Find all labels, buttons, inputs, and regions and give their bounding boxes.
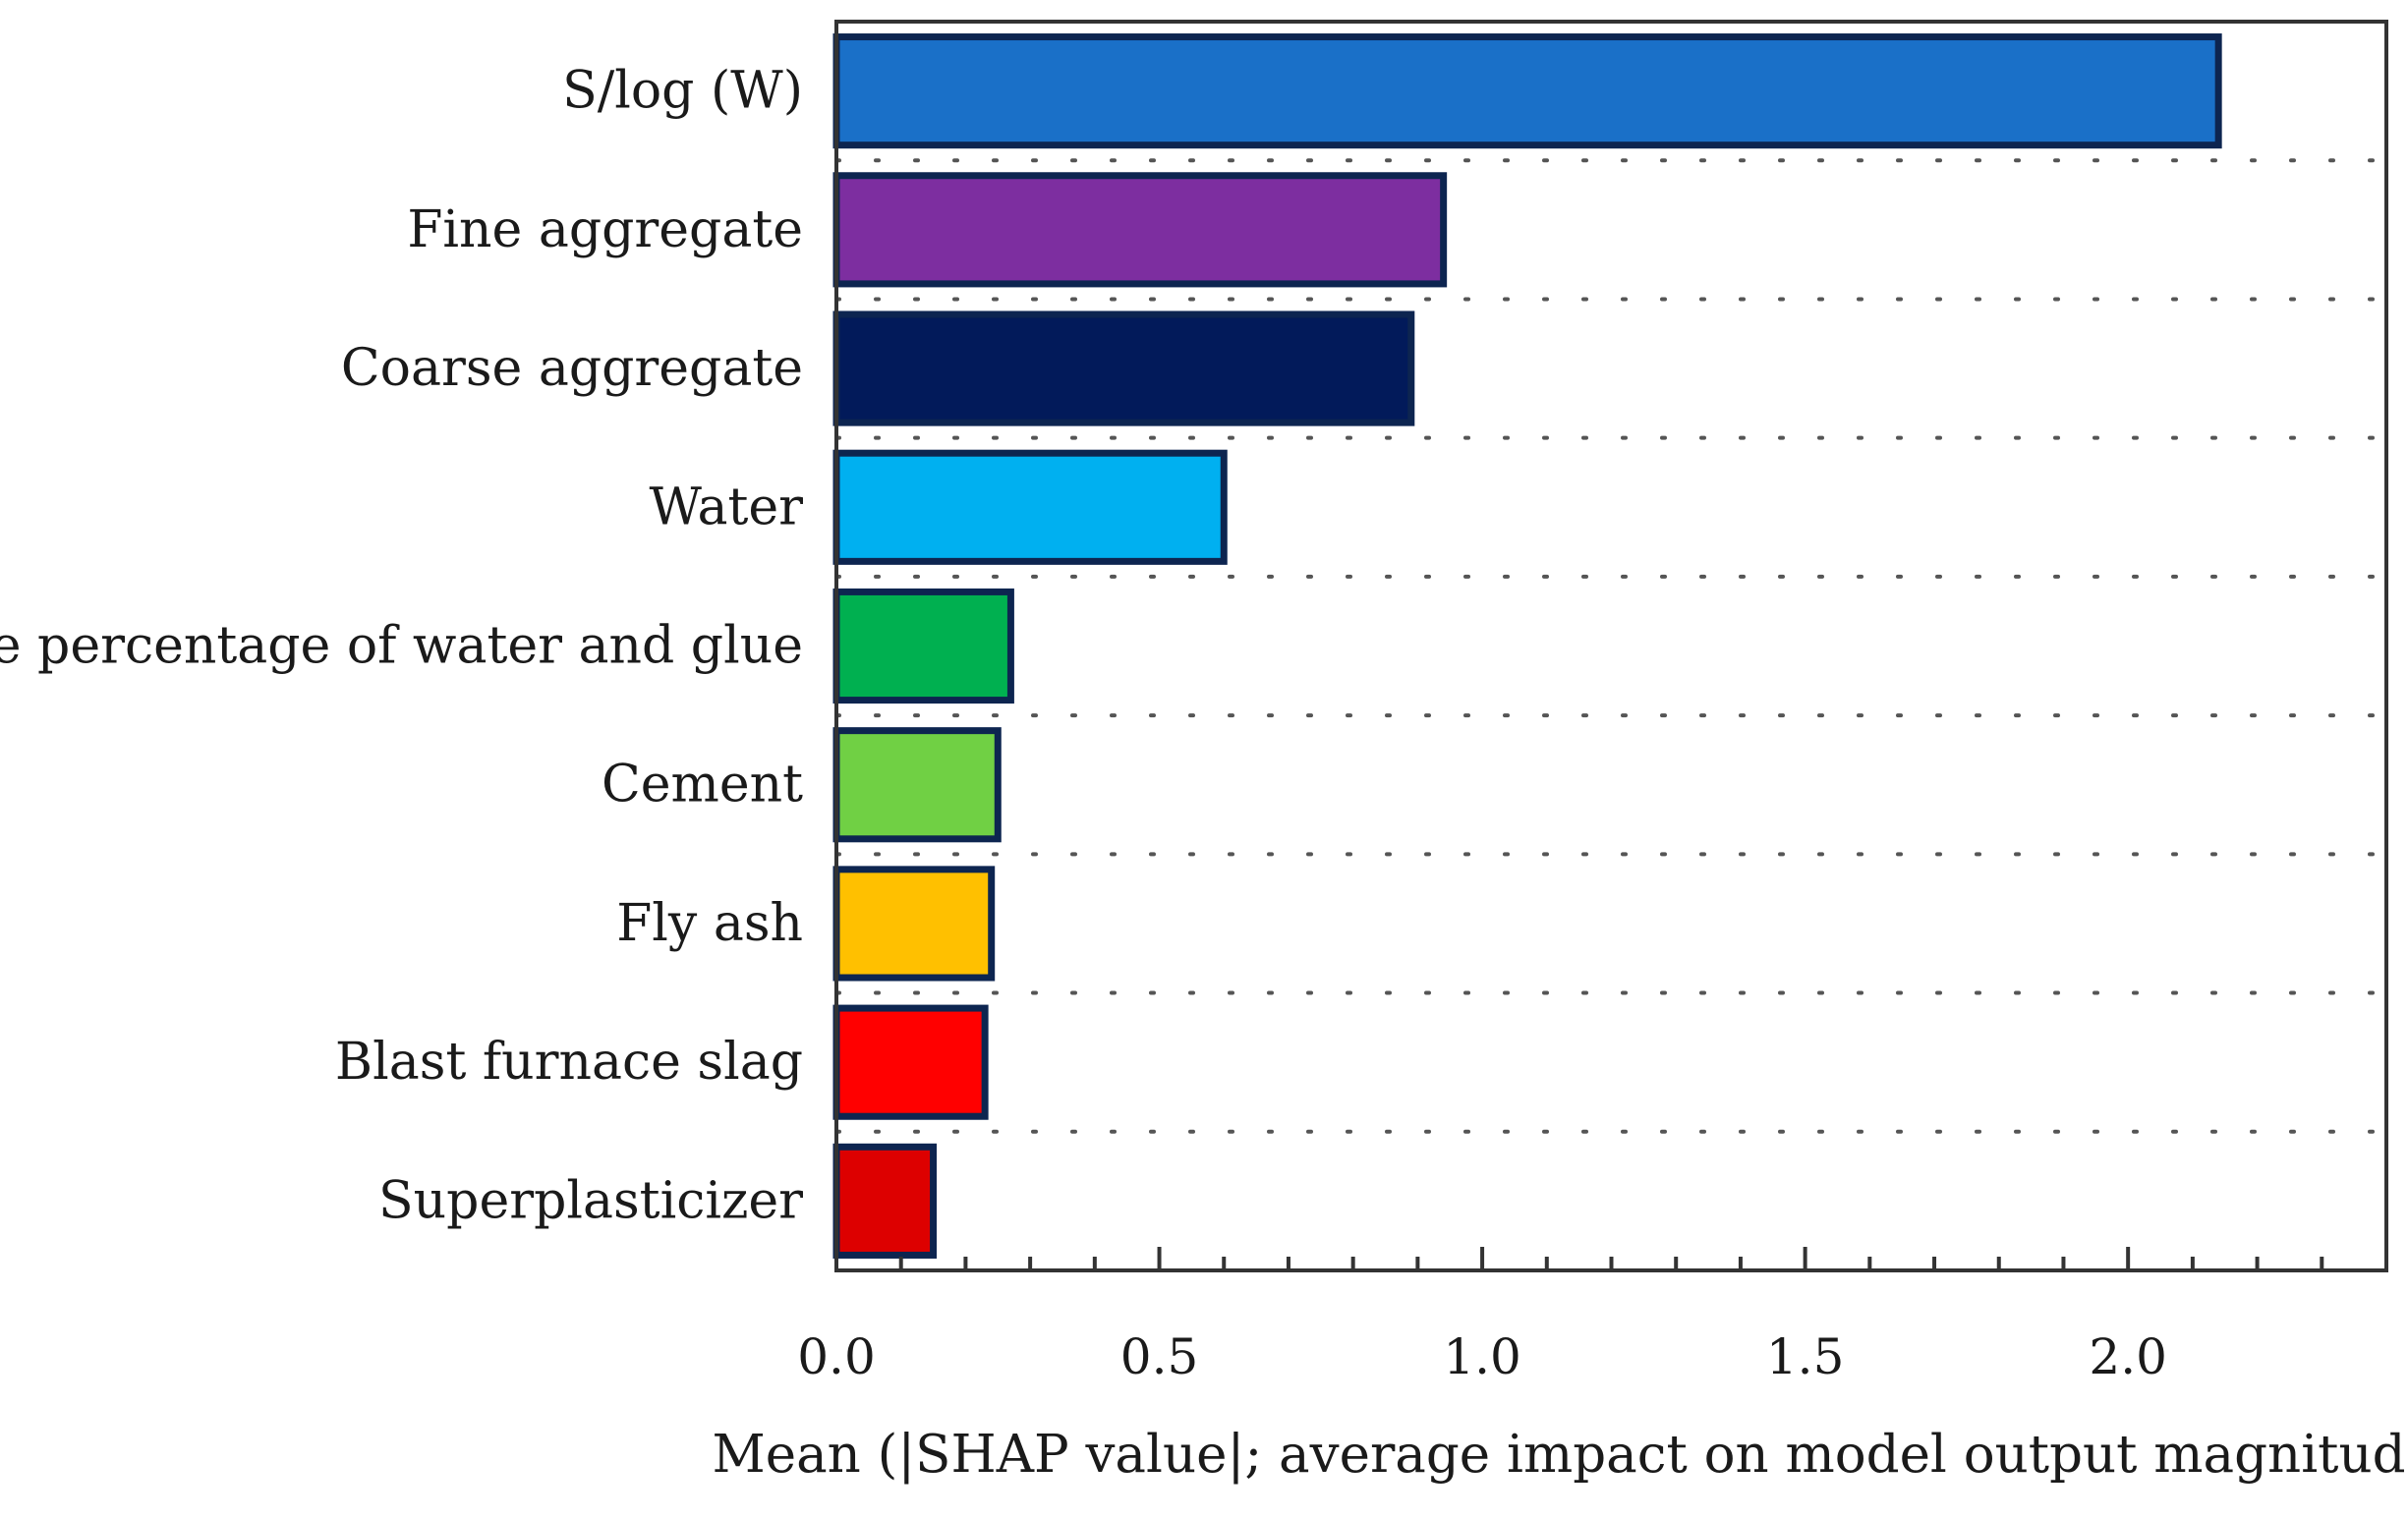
x-tick-label: 2.0: [2089, 1328, 2167, 1385]
bar: [832, 727, 1002, 843]
bar: [832, 172, 1448, 288]
category-label: Superplasticizer: [378, 1171, 803, 1230]
axis-layer: 0.0 0.5 1.0 1.5 2.0: [797, 20, 2388, 1385]
x-tick-label: 0.5: [1120, 1328, 1199, 1385]
bar: [832, 866, 996, 982]
grid-layer: [834, 158, 2388, 1134]
bar: [832, 1004, 989, 1120]
bar-layer: [832, 33, 2222, 1259]
bar: [832, 1143, 938, 1259]
category-label: Fine aggregate: [407, 200, 803, 259]
bar: [832, 310, 1415, 426]
category-label: Blast furnace slag: [335, 1033, 803, 1092]
x-axis-title: Mean (|SHAP value|; average impact on mo…: [712, 1425, 2408, 1485]
category-label: Coarse aggregate: [341, 339, 803, 398]
x-tick-label: 1.0: [1443, 1328, 1521, 1385]
bar: [832, 449, 1228, 565]
category-label: Fly ash: [616, 894, 803, 953]
x-tick-label: 1.5: [1766, 1328, 1845, 1385]
category-label: S/log (W): [562, 62, 803, 121]
bar: [832, 588, 1014, 704]
category-label: Cement: [602, 756, 803, 815]
x-tick-label: 0.0: [797, 1328, 876, 1385]
category-label: The percentage of water and glue: [0, 617, 803, 676]
bar: [832, 33, 2222, 149]
category-label-layer: S/log (W) Fine aggregate Coarse aggregate W…: [0, 62, 803, 1231]
category-label: Water: [650, 478, 804, 536]
